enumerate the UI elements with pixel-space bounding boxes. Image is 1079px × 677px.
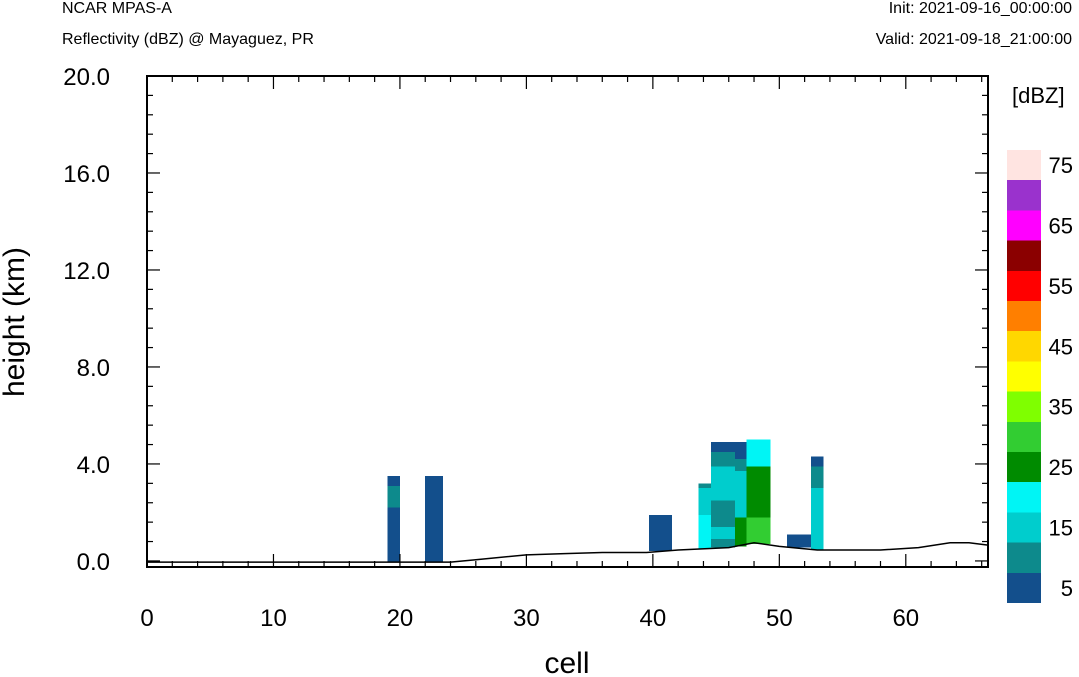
- colorbar-labels: 5 15 25 35 45 55 65 75: [1049, 153, 1073, 601]
- terrain-line: [147, 541, 989, 563]
- reflectivity-cell: [387, 476, 400, 486]
- y-tick-labels: 0.0 4.0 8.0 12.0 16.0 20.0: [63, 64, 110, 576]
- reflectivity-cell: [746, 466, 771, 518]
- x-tick-labels: 0 10 20 30 40 50 60: [140, 605, 919, 632]
- x-tick-label: 20: [387, 605, 414, 632]
- reflectivity-cell: [735, 442, 747, 460]
- colorbar-title: [dBZ]: [1012, 83, 1065, 108]
- colorbar-box: [1007, 150, 1041, 181]
- reflectivity-cell: [810, 456, 824, 467]
- y-axis-title: height (km): [0, 247, 31, 397]
- colorbar-box: [1007, 512, 1041, 543]
- reflectivity-cell: [810, 466, 824, 489]
- x-axis-title: cell: [544, 647, 589, 677]
- colorbar-label: 65: [1049, 214, 1073, 239]
- field-title: Reflectivity (dBZ) @ Mayaguez, PR: [62, 31, 314, 48]
- colorbar-label: 45: [1049, 334, 1073, 359]
- y-tick-label: 8.0: [77, 355, 110, 382]
- reflectivity-cell: [735, 471, 747, 518]
- reflectivity-cell: [698, 514, 712, 549]
- colorbar-box: [1007, 301, 1041, 332]
- reflectivity-cell: [735, 459, 747, 472]
- reflectivity-cell: [649, 514, 672, 552]
- reflectivity-cell: [711, 451, 736, 467]
- colorbar-label: 35: [1049, 395, 1073, 420]
- reflectivity-cell: [387, 485, 400, 508]
- x-tick-label: 10: [260, 605, 287, 632]
- y-tick-label: 20.0: [63, 64, 110, 91]
- colorbar-box: [1007, 270, 1041, 301]
- init-time: Init: 2021-09-16_00:00:00: [888, 0, 1072, 17]
- reflectivity-cell: [746, 517, 771, 544]
- reflectivity-cell: [711, 526, 736, 540]
- reflectivity-cell: [786, 534, 811, 548]
- y-tick-label: 12.0: [63, 258, 110, 285]
- plot-frame: [146, 75, 989, 568]
- reflectivity-cell: [387, 507, 400, 563]
- plot-cells: [387, 439, 824, 563]
- model-title: NCAR MPAS-A: [62, 0, 172, 17]
- colorbar-label: 5: [1061, 576, 1073, 601]
- colorbar-box: [1007, 572, 1041, 603]
- valid-time: Valid: 2021-09-18_21:00:00: [875, 31, 1072, 48]
- x-tick-label: 30: [513, 605, 540, 632]
- colorbar-box: [1007, 542, 1041, 573]
- reflectivity-cell: [711, 539, 736, 548]
- x-tick-label: 50: [766, 605, 793, 632]
- y-tick-label: 16.0: [63, 161, 110, 188]
- x-tick-label: 40: [640, 605, 667, 632]
- colorbar-box: [1007, 421, 1041, 452]
- colorbar-box: [1007, 210, 1041, 241]
- reflectivity-cell: [698, 483, 712, 489]
- colorbar: [1007, 150, 1041, 603]
- colorbar-label: 25: [1049, 455, 1073, 480]
- reflectivity-cell: [425, 476, 443, 563]
- reflectivity-cell: [711, 442, 736, 452]
- colorbar-label: 75: [1049, 153, 1073, 178]
- reflectivity-cell: [735, 517, 747, 547]
- x-tick-label: 0: [140, 605, 153, 632]
- y-tick-label: 0.0: [77, 549, 110, 576]
- reflectivity-cell: [711, 500, 736, 527]
- colorbar-box: [1007, 482, 1041, 513]
- colorbar-box: [1007, 180, 1041, 211]
- x-tick-label: 60: [892, 605, 919, 632]
- ticks-layer: [146, 75, 988, 567]
- colorbar-label: 55: [1049, 274, 1073, 299]
- colorbar-box: [1007, 452, 1041, 483]
- reflectivity-cell: [711, 466, 736, 501]
- reflectivity-cell: [810, 488, 824, 551]
- reflectivity-cell: [746, 439, 771, 467]
- y-tick-label: 4.0: [77, 452, 110, 479]
- terrain-layer: [147, 541, 989, 563]
- reflectivity-cell: [698, 488, 712, 515]
- colorbar-box: [1007, 361, 1041, 392]
- colorbar-box: [1007, 391, 1041, 422]
- colorbar-box: [1007, 240, 1041, 271]
- colorbar-box: [1007, 331, 1041, 362]
- colorbar-label: 15: [1049, 516, 1073, 541]
